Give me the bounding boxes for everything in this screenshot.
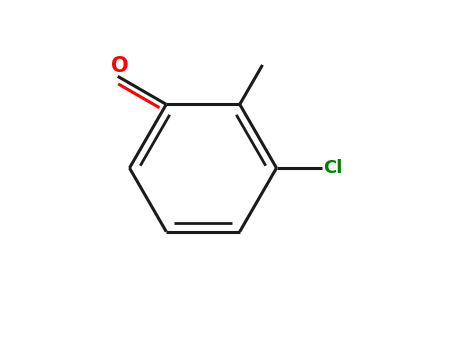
Text: O: O — [111, 56, 128, 76]
Text: Cl: Cl — [323, 159, 342, 177]
